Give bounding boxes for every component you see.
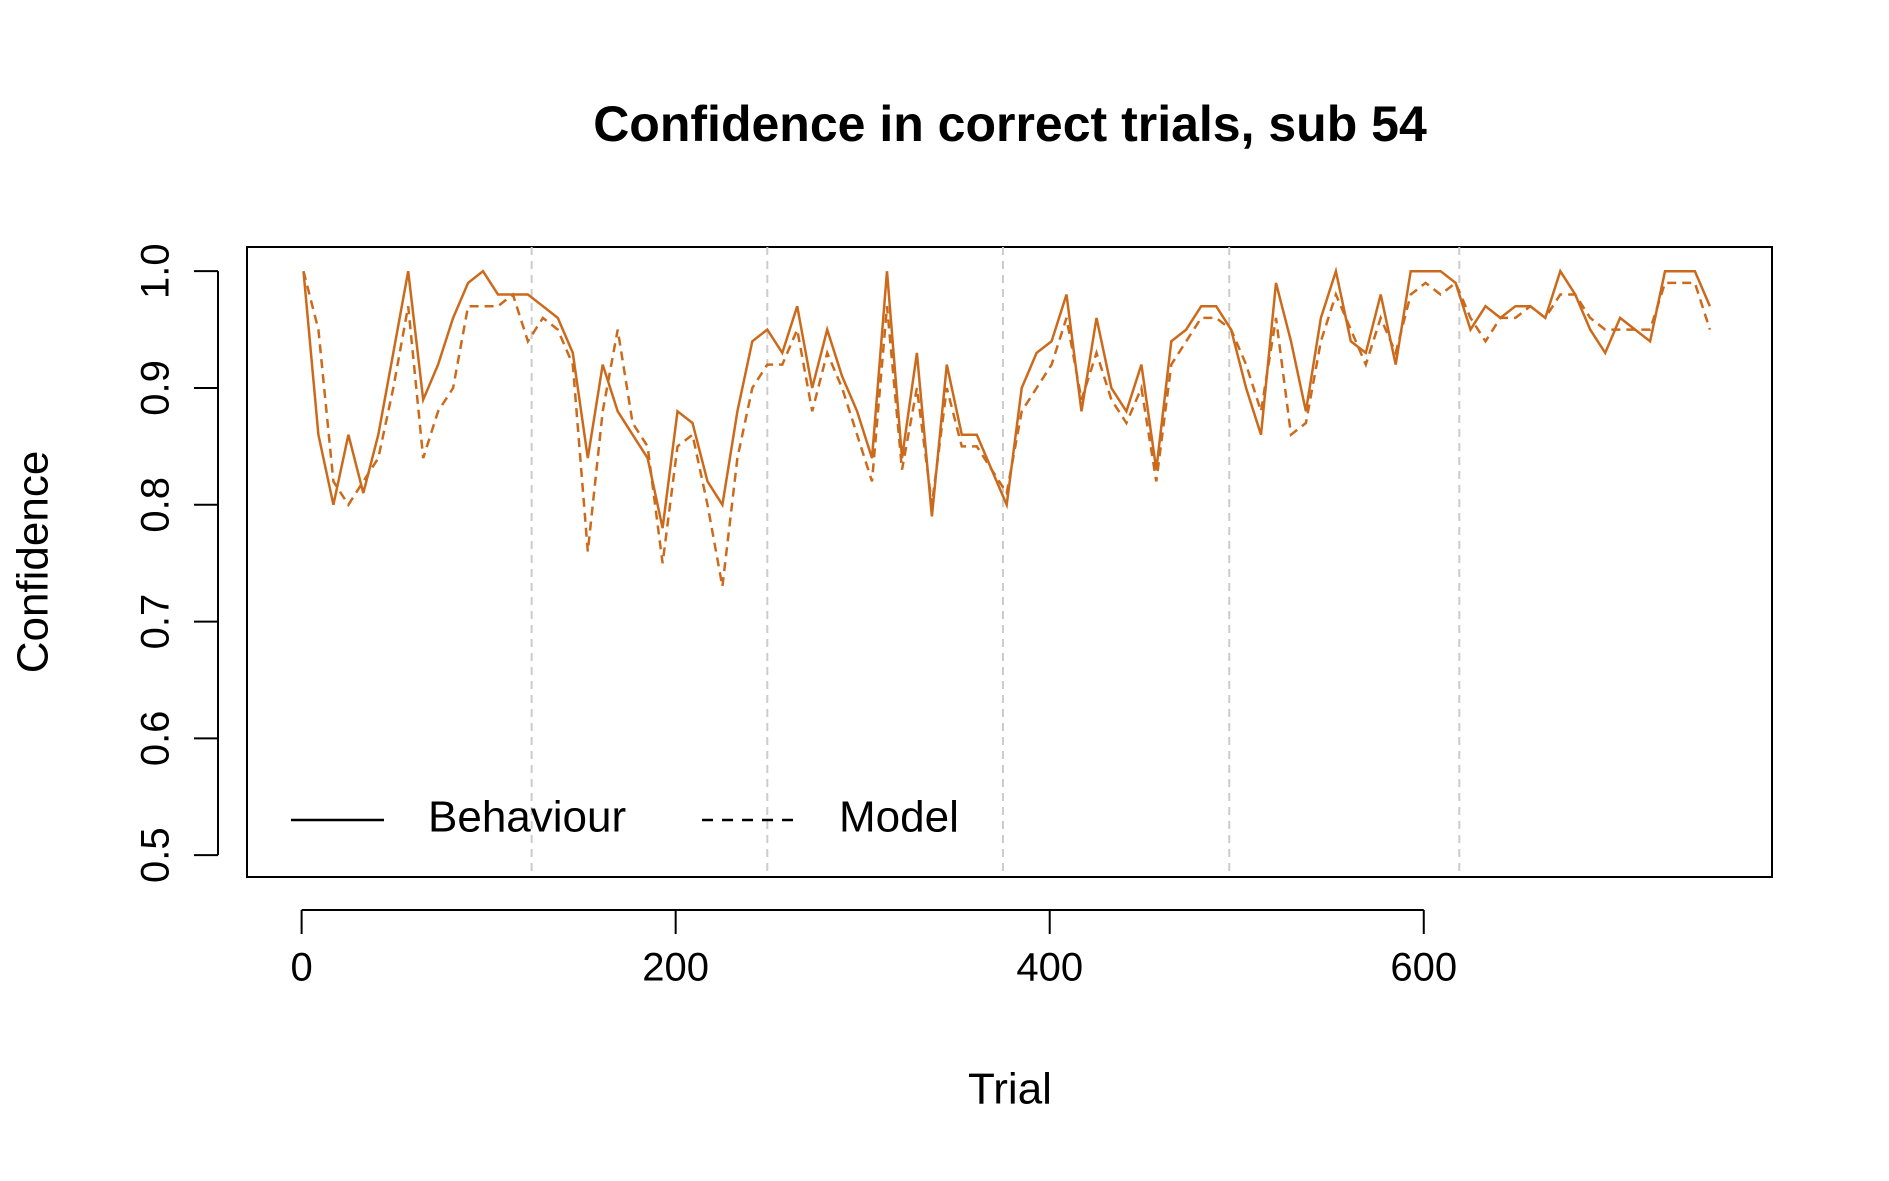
chart-title: Confidence in correct trials, sub 54 — [593, 96, 1427, 152]
x-tick-label: 0 — [290, 946, 312, 990]
y-tick-label: 0.5 — [134, 827, 178, 883]
y-axis-label: Confidence — [9, 451, 58, 674]
y-tick-label: 0.9 — [134, 360, 178, 416]
y-tick-label: 0.6 — [134, 711, 178, 767]
y-tick-label: 1.0 — [134, 243, 178, 299]
x-tick-label: 200 — [642, 946, 709, 990]
legend-label: Behaviour — [428, 793, 626, 842]
x-tick-label: 600 — [1390, 946, 1457, 990]
plot-frame — [246, 246, 1773, 878]
series-line — [302, 266, 1712, 529]
y-tick-label: 0.8 — [134, 477, 178, 533]
x-axis-label: Trial — [968, 1065, 1052, 1114]
series-line — [302, 270, 1712, 587]
x-tick-label: 400 — [1016, 946, 1083, 990]
y-tick-label: 0.7 — [134, 594, 178, 650]
legend-label: Model — [839, 793, 959, 842]
